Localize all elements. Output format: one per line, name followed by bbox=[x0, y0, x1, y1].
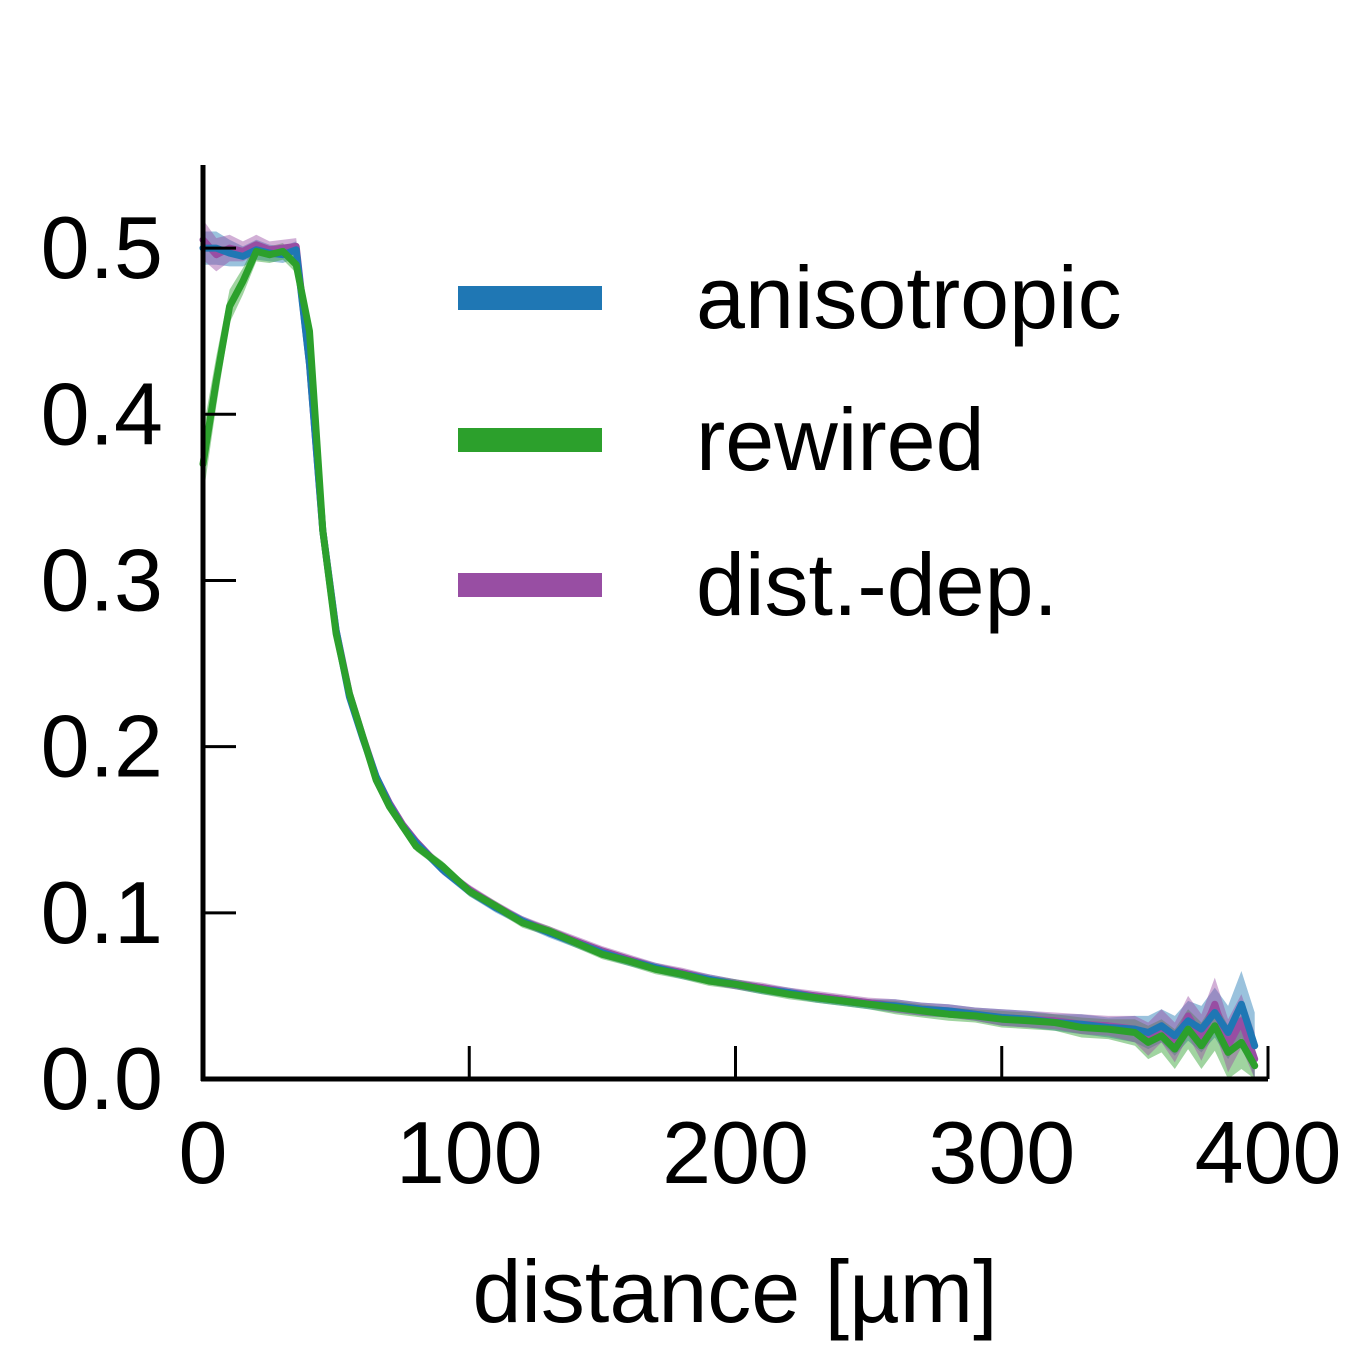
band-distdep bbox=[203, 219, 1255, 1080]
x-tick-label: 300 bbox=[928, 1103, 1075, 1202]
series-lines bbox=[199, 236, 1259, 1070]
band-rewired bbox=[203, 241, 1255, 1079]
line-rewired bbox=[199, 247, 1259, 1070]
y-ticks: 0.0 0.1 0.2 0.3 0.4 0.5 bbox=[41, 198, 236, 1128]
y-tick-label: 0.4 bbox=[41, 364, 163, 463]
legend-label: dist.-dep. bbox=[696, 535, 1058, 634]
x-axis-label: distance [µm] bbox=[472, 1242, 997, 1341]
y-tick-label: 0.0 bbox=[41, 1029, 163, 1128]
band-anisotropic bbox=[203, 231, 1255, 1079]
line-anisotropic bbox=[199, 244, 1259, 1050]
x-tick-label: 200 bbox=[662, 1103, 809, 1202]
line-distdep bbox=[199, 236, 1259, 1063]
y-tick-label: 0.3 bbox=[41, 530, 163, 629]
confidence-bands bbox=[203, 219, 1255, 1080]
x-tick-label: 400 bbox=[1195, 1103, 1342, 1202]
y-tick-label: 0.5 bbox=[41, 198, 163, 297]
legend-label: rewired bbox=[696, 390, 985, 489]
y-tick-label: 0.2 bbox=[41, 697, 163, 796]
x-tick-label: 100 bbox=[396, 1103, 543, 1202]
legend: anisotropic rewired dist.-dep. bbox=[458, 248, 1122, 634]
x-tick-label: 0 bbox=[179, 1103, 228, 1202]
x-ticks: 0 100 200 300 400 bbox=[179, 1046, 1342, 1202]
legend-label: anisotropic bbox=[696, 248, 1122, 347]
y-tick-label: 0.1 bbox=[41, 863, 163, 962]
